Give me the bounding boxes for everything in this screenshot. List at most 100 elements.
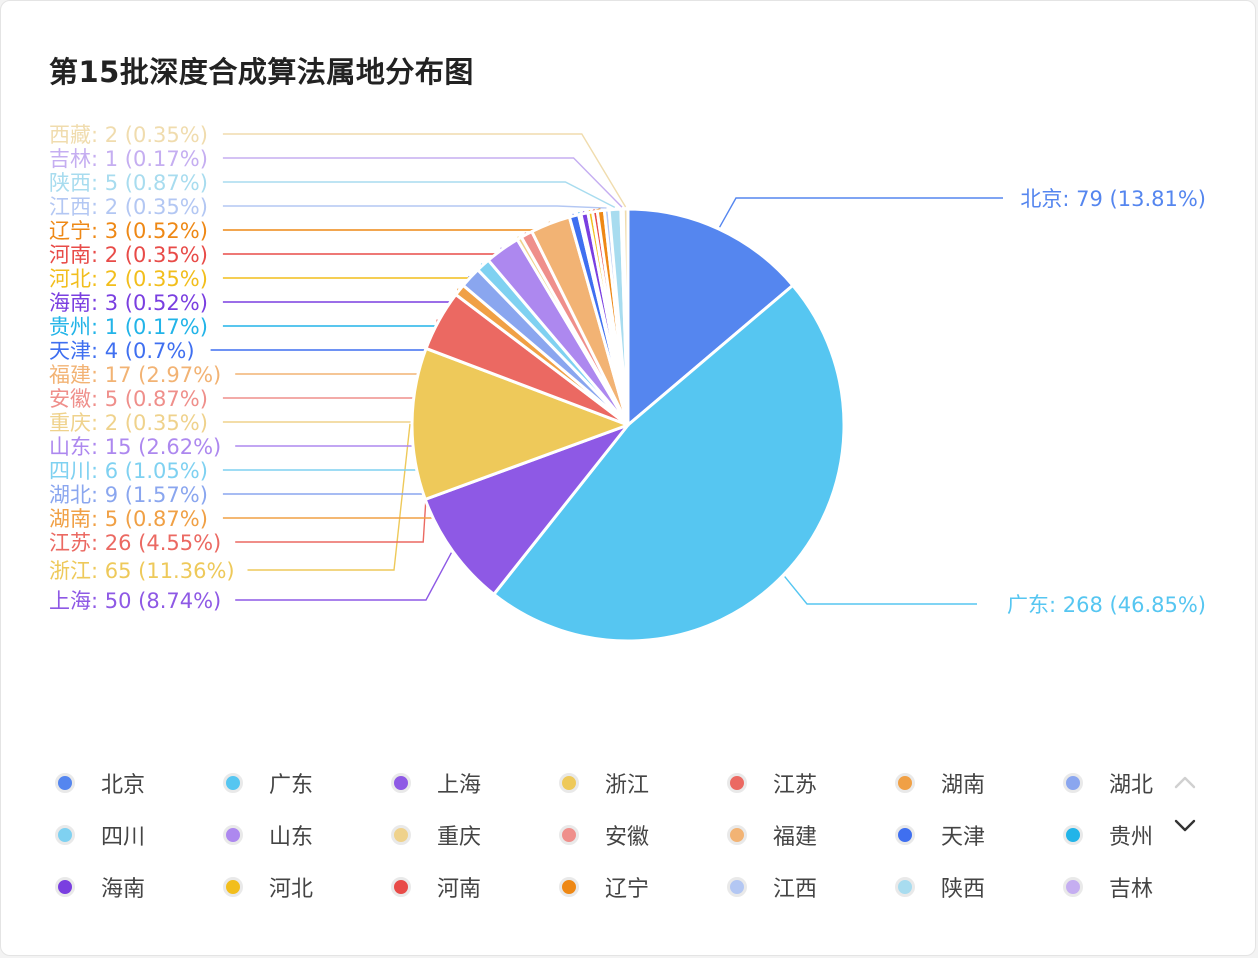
- legend-item-广东[interactable]: 广东: [223, 767, 313, 799]
- leader-line-北京: [718, 197, 1003, 228]
- legend-label: 重庆: [437, 825, 482, 850]
- chart-title: 第15批深度合成算法属地分布图: [49, 55, 474, 89]
- legend-label: 广东: [269, 773, 314, 798]
- pie-slices: [410, 207, 846, 643]
- legend-color-dot: [55, 825, 75, 845]
- legend-color-dot: [1063, 825, 1083, 845]
- slice-label-辽宁: 辽宁: 3 (0.52%): [49, 219, 208, 243]
- slice-label-天津: 天津: 4 (0.7%): [49, 339, 195, 363]
- slice-label-河南: 河南: 2 (0.35%): [49, 243, 208, 267]
- legend-item-浙江[interactable]: 浙江: [559, 767, 649, 799]
- legend-item-湖南[interactable]: 湖南: [895, 767, 985, 799]
- slice-label-湖北: 湖北: 9 (1.57%): [49, 483, 208, 507]
- leader-line-广东: [784, 576, 977, 605]
- legend-label: 陕西: [941, 877, 986, 902]
- leader-line-江苏: [235, 319, 438, 543]
- slice-label-河北: 河北: 2 (0.35%): [49, 267, 208, 291]
- slice-label-安徽: 安徽: 5 (0.87%): [49, 387, 208, 411]
- legend-color-dot: [391, 773, 411, 793]
- legend-item-安徽[interactable]: 安徽: [559, 819, 649, 851]
- legend-label: 天津: [941, 825, 986, 850]
- pie-slice-北京[interactable]: [626, 207, 795, 427]
- legend-label: 河北: [269, 877, 314, 902]
- legend-color-dot: [223, 773, 243, 793]
- legend-label: 福建: [773, 825, 818, 850]
- legend-item-福建[interactable]: 福建: [727, 819, 817, 851]
- legend-color-dot: [223, 825, 243, 845]
- legend-item-辽宁[interactable]: 辽宁: [559, 871, 649, 903]
- legend-color-dot: [1063, 773, 1083, 793]
- legend-item-四川[interactable]: 四川: [55, 819, 145, 851]
- legend-label: 湖北: [1109, 773, 1154, 798]
- legend-label: 山东: [269, 825, 314, 850]
- pie-slice-西藏[interactable]: [621, 207, 630, 427]
- slice-label-山东: 山东: 15 (2.62%): [49, 435, 221, 459]
- legend-item-天津[interactable]: 天津: [895, 819, 985, 851]
- legend-color-dot: [727, 773, 747, 793]
- slice-label-福建: 福建: 17 (2.97%): [49, 363, 221, 387]
- chevron-down-icon: [1174, 819, 1196, 832]
- slice-label-重庆: 重庆: 2 (0.35%): [49, 411, 208, 435]
- legend-color-dot: [727, 825, 747, 845]
- pie-slice-广东[interactable]: [492, 283, 846, 643]
- legend-item-湖北[interactable]: 湖北: [1063, 767, 1153, 799]
- slice-label-上海: 上海: 50 (8.74%): [49, 589, 221, 613]
- legend-label: 安徽: [605, 825, 650, 850]
- legend-label: 贵州: [1109, 825, 1154, 850]
- legend-page-down-button[interactable]: [1172, 813, 1198, 839]
- legend-color-dot: [223, 877, 243, 897]
- slice-label-陕西: 陕西: 5 (0.87%): [49, 171, 208, 195]
- leader-line-吉林: [222, 157, 623, 208]
- legend-item-重庆[interactable]: 重庆: [391, 819, 481, 851]
- leader-line-陕西: [222, 181, 616, 209]
- pie-slice-浙江[interactable]: [410, 346, 630, 501]
- slice-label-北京: 北京: 79 (13.81%): [1020, 187, 1206, 211]
- slice-label-贵州: 贵州: 1 (0.17%): [49, 315, 208, 339]
- legend-color-dot: [895, 825, 915, 845]
- legend-item-海南[interactable]: 海南: [55, 871, 145, 903]
- legend-item-江苏[interactable]: 江苏: [727, 767, 817, 799]
- pie-slice-上海[interactable]: [423, 423, 630, 596]
- legend-item-陕西[interactable]: 陕西: [895, 871, 985, 903]
- slice-label-江西: 江西: 2 (0.35%): [49, 195, 208, 219]
- slice-label-湖南: 湖南: 5 (0.87%): [49, 507, 208, 531]
- leader-line-浙江: [247, 423, 411, 571]
- legend-item-贵州[interactable]: 贵州: [1063, 819, 1153, 851]
- leader-line-西藏: [222, 133, 627, 208]
- legend-item-上海[interactable]: 上海: [391, 767, 481, 799]
- legend-color-dot: [55, 877, 75, 897]
- slice-label-吉林: 吉林: 1 (0.17%): [49, 147, 208, 171]
- legend-item-山东[interactable]: 山东: [223, 819, 313, 851]
- legend-color-dot: [391, 877, 411, 897]
- leader-line-江西: [222, 205, 607, 209]
- legend-label: 海南: [101, 877, 146, 902]
- slice-label-海南: 海南: 3 (0.52%): [49, 291, 208, 315]
- legend-item-江西[interactable]: 江西: [727, 871, 817, 903]
- legend-label: 北京: [101, 773, 146, 798]
- legend-label: 上海: [437, 773, 482, 798]
- legend-color-dot: [727, 877, 747, 897]
- legend-item-河北[interactable]: 河北: [223, 871, 313, 903]
- legend-color-dot: [559, 773, 579, 793]
- legend-page-up-button[interactable]: [1172, 769, 1198, 795]
- legend-label: 江西: [773, 877, 818, 902]
- slice-label-江苏: 江苏: 26 (4.55%): [49, 531, 221, 555]
- legend-color-dot: [895, 773, 915, 793]
- legend-item-河南[interactable]: 河南: [391, 871, 481, 903]
- slice-labels: 北京: 79 (13.81%) 广东: 268 (46.85%) 上海: 50 (8…: [49, 123, 1206, 617]
- legend-item-吉林[interactable]: 吉林: [1063, 871, 1153, 903]
- slice-label-西藏: 西藏: 2 (0.35%): [49, 123, 208, 147]
- legend-label: 辽宁: [605, 877, 650, 902]
- legend-item-北京[interactable]: 北京: [55, 767, 145, 799]
- legend-label: 浙江: [605, 773, 650, 798]
- chevron-up-icon: [1174, 776, 1196, 789]
- legend-label: 四川: [101, 825, 146, 850]
- legend-label: 江苏: [773, 773, 818, 798]
- legend-label: 河南: [437, 877, 482, 902]
- legend-color-dot: [559, 825, 579, 845]
- legend-color-dot: [391, 825, 411, 845]
- slice-label-四川: 四川: 6 (1.05%): [49, 459, 208, 483]
- slice-label-广东: 广东: 268 (46.85%): [1007, 593, 1206, 617]
